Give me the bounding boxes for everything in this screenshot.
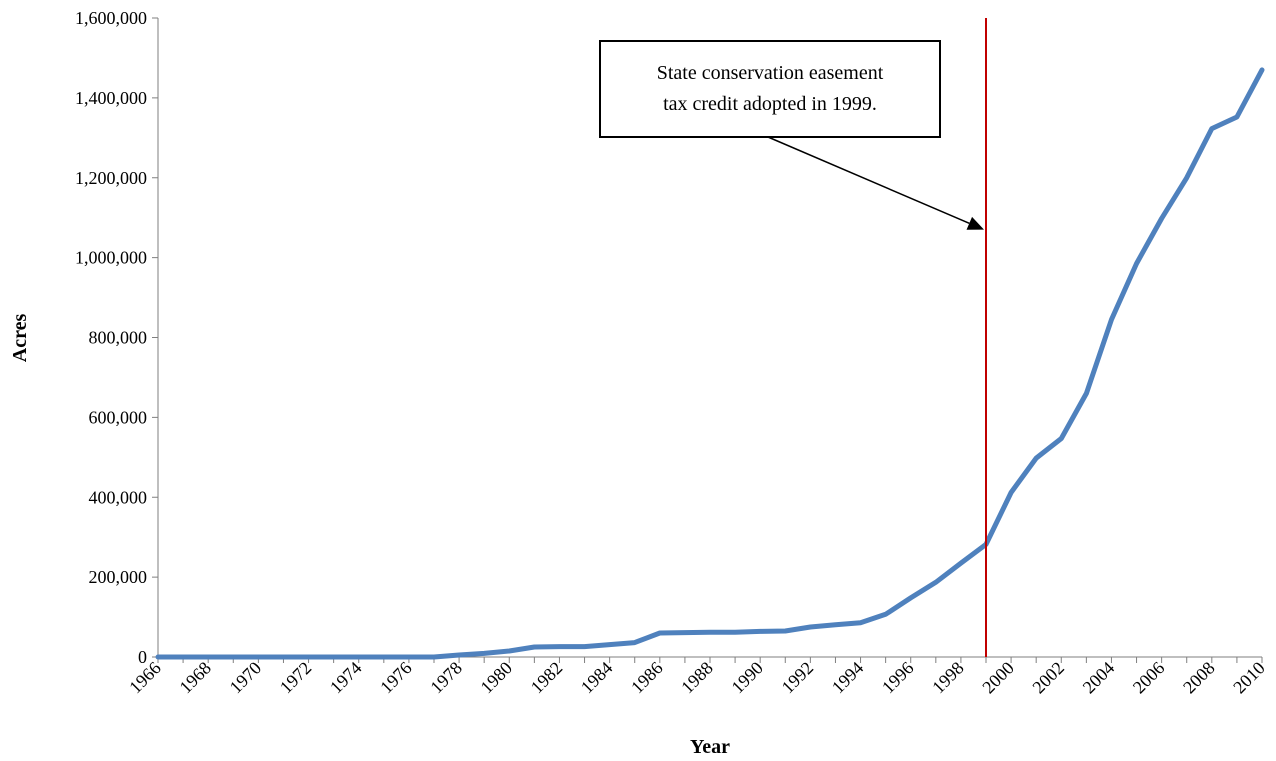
x-tick-label: 1982: [527, 658, 567, 698]
annotation-line-2: tax credit adopted in 1999.: [663, 93, 877, 115]
x-tick-label: 1972: [276, 658, 316, 698]
x-tick-label: 1988: [677, 658, 717, 698]
x-tick-label: 1994: [828, 658, 868, 698]
x-tick-label: 1996: [878, 658, 918, 698]
x-tick-label: 1992: [778, 658, 818, 698]
y-tick-label: 0: [138, 647, 147, 667]
y-tick-label: 800,000: [89, 328, 148, 348]
x-tick-label: 2004: [1079, 658, 1119, 698]
annotation-line-1: State conservation easement: [657, 62, 884, 84]
y-tick-label: 600,000: [89, 407, 148, 427]
annotation-arrow-head: [966, 216, 984, 230]
annotation-arrow-shaft: [767, 136, 970, 225]
x-tick-label: 1974: [326, 658, 366, 698]
x-tick-label: 2010: [1229, 658, 1269, 698]
y-tick-label: 1,000,000: [75, 248, 147, 268]
x-tick-label: 1990: [727, 658, 767, 698]
series-line: [155, 67, 1265, 660]
y-tick-label: 200,000: [89, 567, 148, 587]
x-tick-label: 1986: [627, 658, 667, 698]
x-tick-label: 1976: [376, 658, 416, 698]
y-axis: 0 200,000 400,000 600,000 800,000 1,000,000 1,…: [75, 8, 159, 667]
x-tick-label: 1968: [175, 658, 215, 698]
x-tick-label: 2002: [1029, 658, 1069, 698]
x-tick-label: 1984: [577, 658, 617, 698]
annotation-box: [599, 40, 941, 138]
y-axis-title: Acres: [9, 314, 31, 363]
x-tick-label: 1966: [125, 658, 165, 698]
y-tick-label: 400,000: [89, 487, 148, 507]
series-layer: [155, 67, 1265, 660]
x-tick-label: 1998: [928, 658, 968, 698]
x-tick-label: 2000: [978, 658, 1018, 698]
x-tick-label: 1980: [477, 658, 517, 698]
x-tick-label: 1978: [426, 658, 466, 698]
x-axis: 1966 1968 1970 1972 1974 1976 1978 1980 1982 1984…: [125, 656, 1269, 698]
x-tick-label: 2008: [1179, 658, 1219, 698]
y-tick-label: 1,400,000: [75, 88, 147, 108]
x-tick-label: 2006: [1129, 658, 1169, 698]
y-tick-label: 1,600,000: [75, 8, 147, 28]
y-tick-label: 1,200,000: [75, 168, 147, 188]
annotation-layer: State conservation easement tax credit a…: [599, 40, 984, 230]
x-tick-label: 1970: [226, 658, 266, 698]
x-axis-title: Year: [690, 736, 730, 758]
